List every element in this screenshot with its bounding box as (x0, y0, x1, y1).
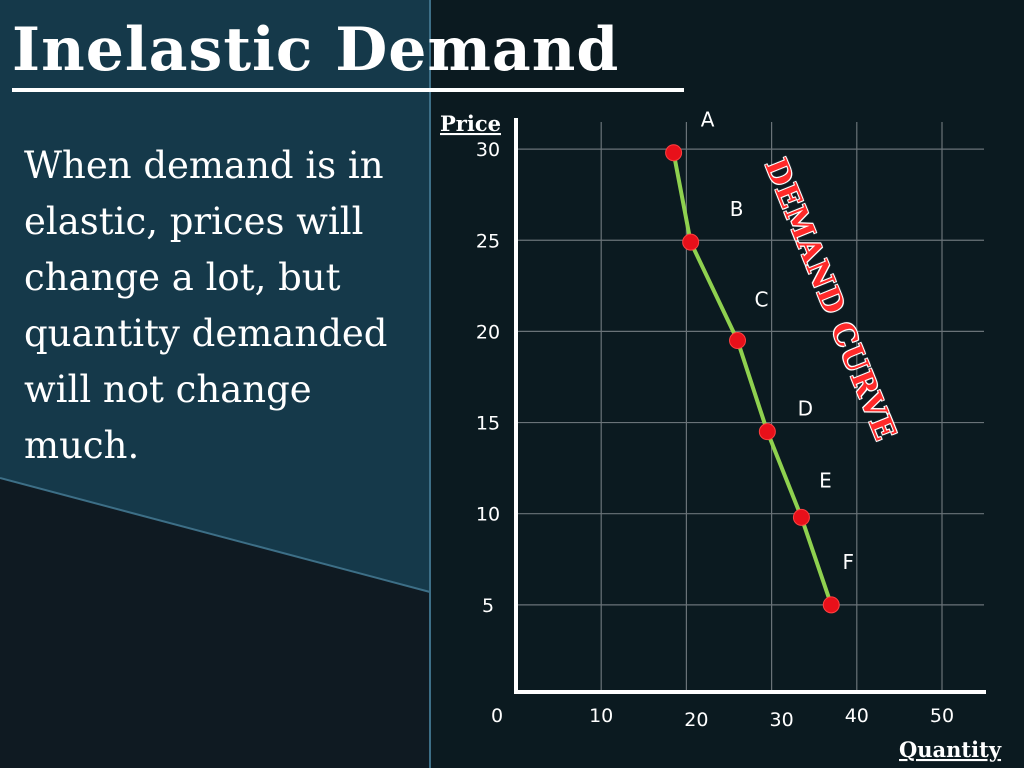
data-point-e (792, 508, 810, 526)
data-point-f (822, 596, 840, 614)
x-tick-label: 30 (770, 709, 794, 731)
chart-panel (430, 0, 1024, 768)
y-tick-label: 30 (476, 139, 500, 161)
axes (514, 118, 986, 694)
x-axis-title: Quantity (899, 737, 1002, 762)
y-tick-label: 25 (476, 230, 500, 252)
slide-title: Inelastic Demand (12, 15, 620, 85)
demand-line (671, 152, 834, 606)
x-tick-label: 40 (845, 705, 869, 727)
x-tick-label: 10 (589, 705, 613, 727)
teal-panel (0, 0, 430, 592)
title-underline (12, 88, 684, 92)
series: A B C D E F (665, 108, 854, 614)
data-point-b (682, 233, 700, 251)
data-point-c (729, 332, 747, 350)
point-label-d: D (798, 397, 813, 421)
x-tick-label: 20 (684, 709, 708, 731)
point-label-a: A (701, 108, 715, 132)
point-label-e: E (819, 468, 832, 492)
point-label-c: C (755, 288, 769, 312)
grid-lines (516, 122, 984, 692)
y-tick-label: 5 (482, 595, 494, 617)
tick-labels: 5 10 15 20 25 30 0 10 20 30 40 50 (476, 139, 954, 731)
y-tick-label: 15 (476, 413, 500, 435)
y-axis-title: Price (440, 111, 501, 136)
point-label-f: F (842, 550, 854, 574)
data-point-d (758, 423, 776, 441)
body-text: When demand is in elastic, prices will c… (24, 144, 388, 467)
y-tick-label: 20 (476, 321, 500, 343)
axis-titles: Price Quantity (440, 111, 1002, 762)
y-tick-label: 10 (476, 504, 500, 526)
data-point-a (665, 144, 683, 162)
x-tick-label: 50 (930, 705, 954, 727)
point-label-b: B (730, 197, 744, 221)
x-tick-label: 0 (491, 705, 503, 727)
panel-edge (0, 477, 431, 593)
